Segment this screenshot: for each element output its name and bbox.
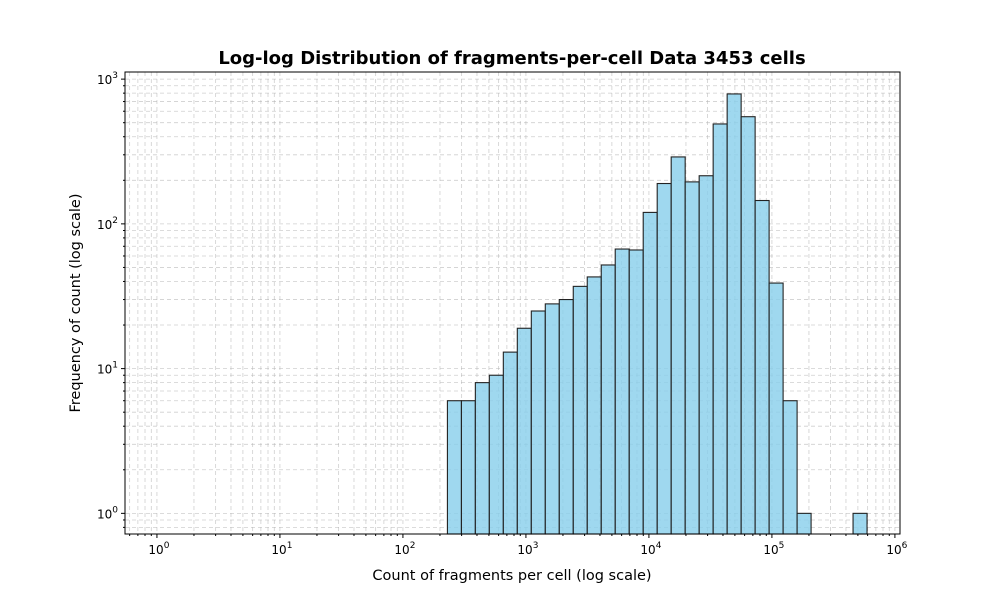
histogram-bar: [796, 512, 812, 535]
histogram-bar: [446, 400, 462, 535]
histogram-bar: [670, 156, 686, 535]
chart-title: Log-log Distribution of fragments-per-ce…: [218, 48, 805, 69]
y-tick-label: 101: [97, 361, 118, 377]
x-tick-label: 104: [640, 541, 661, 557]
histogram-bar: [586, 276, 602, 535]
x-tick-label: 106: [886, 541, 907, 557]
x-tick-label: 100: [148, 541, 169, 557]
histogram-bar: [726, 93, 742, 535]
histogram-bar: [572, 285, 588, 535]
histogram-bar: [600, 264, 616, 535]
histogram-bar: [474, 382, 490, 535]
histogram-bar: [782, 400, 798, 535]
y-tick-label: 103: [97, 71, 118, 87]
histogram-bar: [852, 512, 868, 535]
histogram-bar: [712, 123, 728, 535]
plot-area-frame: [124, 71, 901, 535]
histogram-bar: [754, 199, 770, 535]
histogram-bar: [628, 249, 644, 535]
x-tick-label: 101: [271, 541, 292, 557]
histogram-bar: [460, 400, 476, 535]
histogram-bar: [544, 303, 560, 535]
histogram-bar: [740, 116, 756, 535]
histogram-bar: [558, 298, 574, 535]
histogram-bar: [768, 282, 784, 535]
histogram-bar: [614, 248, 630, 535]
histogram-bar: [656, 182, 672, 535]
x-tick-label: 105: [763, 541, 784, 557]
histogram-bar: [684, 181, 700, 535]
x-tick-label: 102: [394, 541, 415, 557]
histogram-bar: [488, 374, 504, 535]
histogram-bar: [698, 175, 714, 535]
histogram-bar: [502, 351, 518, 535]
histogram-bar: [642, 211, 658, 535]
y-tick-label: 100: [97, 505, 118, 521]
x-axis-label: Count of fragments per cell (log scale): [372, 568, 651, 584]
histogram-bar: [530, 310, 546, 535]
histogram-bars: [446, 93, 868, 535]
y-tick-label: 102: [97, 216, 118, 232]
histogram-bar: [516, 327, 532, 535]
x-tick-label: 103: [517, 541, 538, 557]
axis-ticks: 100 101 102 103 104 105 106 100 101 102 103: [97, 71, 908, 557]
y-axis-label: Frequency of count (log scale): [68, 193, 84, 412]
